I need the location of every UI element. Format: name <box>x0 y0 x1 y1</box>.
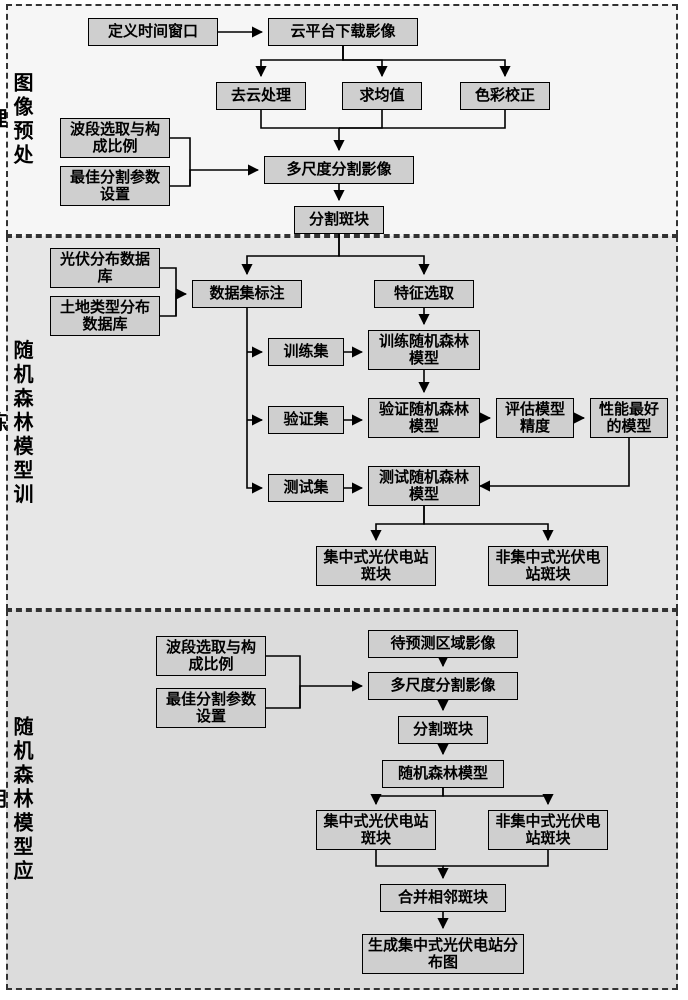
node-n_cpv1: 集中式光伏电站斑块 <box>316 546 436 586</box>
section-label: 随机森林模型应用 <box>12 706 34 894</box>
node-n_trainset: 训练集 <box>268 338 344 366</box>
section-label: 随机森林模型训练 <box>12 331 34 516</box>
node-n_decloud: 去云处理 <box>216 82 306 110</box>
node-n_seg2param: 最佳分割参数设置 <box>156 688 266 728</box>
node-n_multiseg1: 多尺度分割影像 <box>264 156 414 184</box>
node-n_mean: 求均值 <box>342 82 422 110</box>
node-n_best: 性能最好的模型 <box>590 398 668 438</box>
node-n_eval: 评估模型精度 <box>496 398 574 438</box>
node-n_ncpv1: 非集中式光伏电站斑块 <box>488 546 608 586</box>
node-n_trainrf: 训练随机森林模型 <box>368 330 480 370</box>
node-n_label: 数据集标注 <box>192 280 302 308</box>
node-n_ncpv2: 非集中式光伏电站斑块 <box>488 810 608 850</box>
node-n_landdb: 土地类型分布数据库 <box>50 296 160 336</box>
node-n_band1: 波段选取与构成比例 <box>60 118 170 158</box>
node-n_testset: 测试集 <box>268 474 344 502</box>
node-n_segblk2: 分割斑块 <box>398 716 488 744</box>
node-n_cpv2: 集中式光伏电站斑块 <box>316 810 436 850</box>
node-n_multiseg2: 多尺度分割影像 <box>368 672 518 700</box>
node-n_genmap: 生成集中式光伏电站分布图 <box>362 934 524 974</box>
node-n_featsel: 特征选取 <box>374 280 474 308</box>
section-label: 图像预处理 <box>12 63 34 177</box>
node-n_color: 色彩校正 <box>460 82 550 110</box>
node-n_download: 云平台下载影像 <box>268 18 418 46</box>
node-n_testrf: 测试随机森林模型 <box>368 466 480 506</box>
section-sec3: 随机森林模型应用 <box>6 610 678 990</box>
node-n_seg1param: 最佳分割参数设置 <box>60 166 170 206</box>
node-n_rfmodel: 随机森林模型 <box>382 760 504 788</box>
node-n_valrf: 验证随机森林模型 <box>368 398 480 438</box>
node-n_predimg: 待预测区域影像 <box>368 630 518 658</box>
node-n_defwin: 定义时间窗口 <box>88 18 218 46</box>
node-n_band2: 波段选取与构成比例 <box>156 636 266 676</box>
node-n_valset: 验证集 <box>268 406 344 434</box>
node-n_pvdb: 光伏分布数据库 <box>50 248 160 288</box>
flowchart-canvas: 随机森林模型应用随机森林模型训练 图像预处理 定义时间窗口 云平台下载影像去云处理 求… <box>0 0 688 1000</box>
node-n_merge: 合并相邻斑块 <box>380 884 506 912</box>
node-n_segblk1: 分割斑块 <box>294 206 384 234</box>
